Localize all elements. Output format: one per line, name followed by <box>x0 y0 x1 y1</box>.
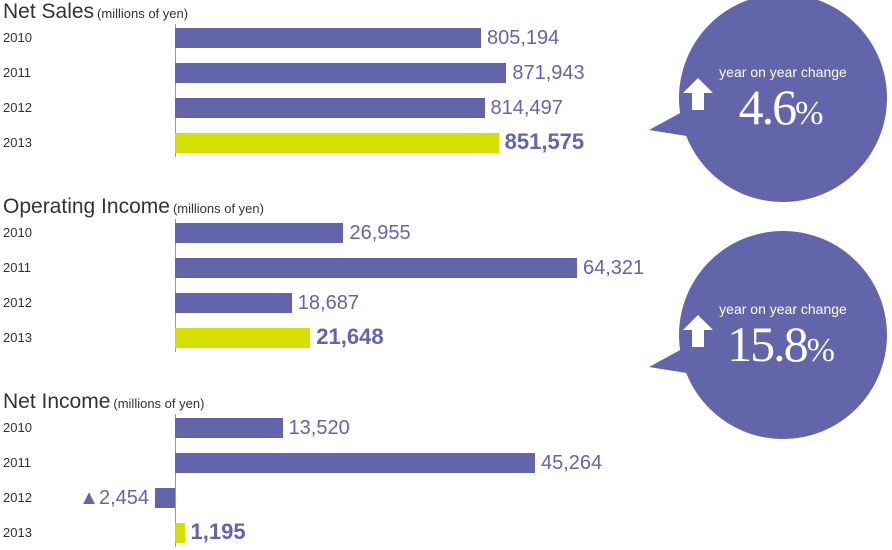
yoy-value: 15.8% <box>683 315 883 373</box>
bar-row: 2013 21,648 <box>0 324 892 349</box>
bar <box>175 418 283 438</box>
bar-row: 2010 26,955 <box>0 222 892 244</box>
data-label: 18,687 <box>297 292 359 314</box>
percent-sign: % <box>806 332 835 369</box>
year-label: 2013 <box>3 330 32 345</box>
axis-line <box>175 24 176 157</box>
yoy-label: year on year change <box>719 64 847 80</box>
operating-income-panel: Operating Income (millions of yen) 2010 26,… <box>0 195 892 355</box>
chart-title: Net Income <box>3 390 111 413</box>
unit-label: (millions of yen) <box>97 6 189 21</box>
yoy-number: 4.6 <box>738 79 797 135</box>
bar <box>175 98 485 118</box>
bar <box>175 328 311 348</box>
data-label: 1,195 <box>190 519 246 544</box>
bar-row: 2012 18,687 <box>0 292 892 314</box>
chart-title: Net Sales <box>3 0 95 23</box>
bubble-pointer <box>649 106 699 138</box>
net-sales-title: Net Sales (millions of yen) <box>3 0 188 26</box>
year-label: 2012 <box>3 295 32 310</box>
data-label: 21,648 <box>316 324 384 349</box>
bar-row: 2013 851,575 <box>0 129 892 154</box>
bubble-pointer <box>649 343 699 375</box>
yoy-number: 15.8 <box>727 316 808 372</box>
data-label: 45,264 <box>541 452 603 474</box>
net-income-title: Net Income (millions of yen) <box>3 390 204 416</box>
axis-line <box>175 219 176 352</box>
bar-row: 2010 805,194 <box>0 27 892 49</box>
yoy-change-bubble: year on year change 4.6% <box>649 0 892 208</box>
chart-title: Operating Income <box>3 195 170 218</box>
bar-row: 2012 ▲2,454 <box>0 487 892 509</box>
year-label: 2013 <box>3 135 32 150</box>
yoy-value: 4.6% <box>683 78 883 136</box>
year-label: 2012 <box>3 100 32 115</box>
bar-row: 2010 13,520 <box>0 417 892 439</box>
year-label: 2012 <box>3 490 32 505</box>
yoy-change-bubble: year on year change 15.8% <box>649 225 892 445</box>
bubble-circle <box>679 231 887 439</box>
data-label: 805,194 <box>487 27 560 49</box>
year-label: 2010 <box>3 30 32 45</box>
bar <box>175 28 481 48</box>
year-label: 2011 <box>3 455 31 470</box>
bar-row: 2011 871,943 <box>0 62 892 84</box>
year-label: 2011 <box>3 65 31 80</box>
data-label: 64,321 <box>583 257 645 279</box>
bar <box>175 293 292 313</box>
bar <box>175 133 499 153</box>
bar <box>175 453 535 473</box>
bar-row: 2011 64,321 <box>0 257 892 279</box>
bubble-circle <box>679 0 887 202</box>
year-label: 2010 <box>3 420 32 435</box>
bar <box>175 223 344 243</box>
bubble-shape <box>649 231 887 439</box>
operating-income-title: Operating Income (millions of yen) <box>3 195 264 221</box>
data-label: 851,575 <box>504 129 585 154</box>
year-label: 2011 <box>3 260 31 275</box>
yoy-label: year on year change <box>719 301 847 317</box>
data-label: 871,943 <box>512 62 585 84</box>
net-sales-panel: Net Sales (millions of yen) 2010 805,194 201… <box>0 0 892 160</box>
bar <box>175 63 507 83</box>
net-income-panel: Net Income (millions of yen) 2010 13,520 201… <box>0 390 892 550</box>
bar-row: 2012 814,497 <box>0 97 892 119</box>
bar <box>175 523 185 543</box>
data-label: ▲2,454 <box>79 487 149 509</box>
unit-label: (millions of yen) <box>113 396 205 411</box>
bubble-shape <box>649 0 887 202</box>
unit-label: (millions of yen) <box>172 201 264 216</box>
data-label: 26,955 <box>349 222 411 244</box>
percent-sign: % <box>795 95 824 132</box>
bar <box>155 488 175 508</box>
bar <box>175 258 577 278</box>
data-label: 814,497 <box>490 97 563 119</box>
axis-line <box>175 414 176 547</box>
data-label: 13,520 <box>288 417 350 439</box>
year-label: 2013 <box>3 525 32 540</box>
bar-row: 2013 1,195 <box>0 519 892 544</box>
year-label: 2010 <box>3 225 32 240</box>
bar-row: 2011 45,264 <box>0 452 892 474</box>
